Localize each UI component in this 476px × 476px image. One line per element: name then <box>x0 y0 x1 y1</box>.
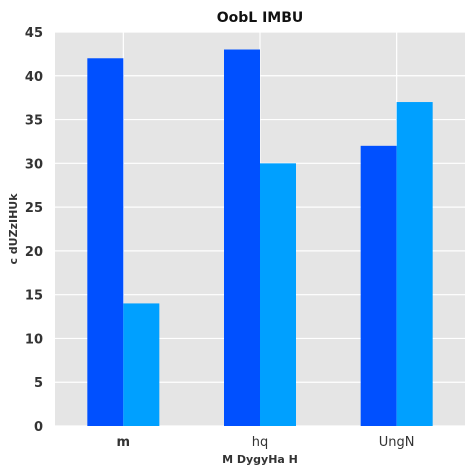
bar-series1-UngN <box>360 145 397 427</box>
bar-series1-hq <box>224 49 260 427</box>
y-axis-label: c dUZzIHUk <box>7 193 20 265</box>
y-axis-ticks: 0 5 10 15 20 25 30 35 40 45 <box>25 26 43 435</box>
bars <box>87 49 433 427</box>
y-tick-label: 25 <box>25 201 43 216</box>
x-tick-label: m <box>117 435 131 450</box>
x-tick-label: UngN <box>379 435 415 450</box>
bar-series2-hq <box>260 163 296 427</box>
y-tick-label: 45 <box>25 26 43 41</box>
y-tick-label: 40 <box>25 70 43 85</box>
y-tick-label: 20 <box>25 245 43 260</box>
y-tick-label: 35 <box>25 114 43 129</box>
x-axis-label: M DygyHa H <box>222 453 298 466</box>
y-tick-label: 15 <box>25 289 43 304</box>
y-tick-label: 10 <box>25 332 43 347</box>
y-tick-label: 30 <box>25 157 43 172</box>
bar-series1-m <box>87 58 124 427</box>
y-tick-label: 0 <box>34 420 43 435</box>
x-axis-ticks: m hq UngN <box>117 435 415 450</box>
bar-series2-UngN <box>396 102 433 427</box>
x-tick-label: hq <box>252 435 269 450</box>
bar-series2-m <box>123 303 160 426</box>
chart-title: OobL IMBU <box>217 10 304 26</box>
y-tick-label: 5 <box>34 376 43 391</box>
